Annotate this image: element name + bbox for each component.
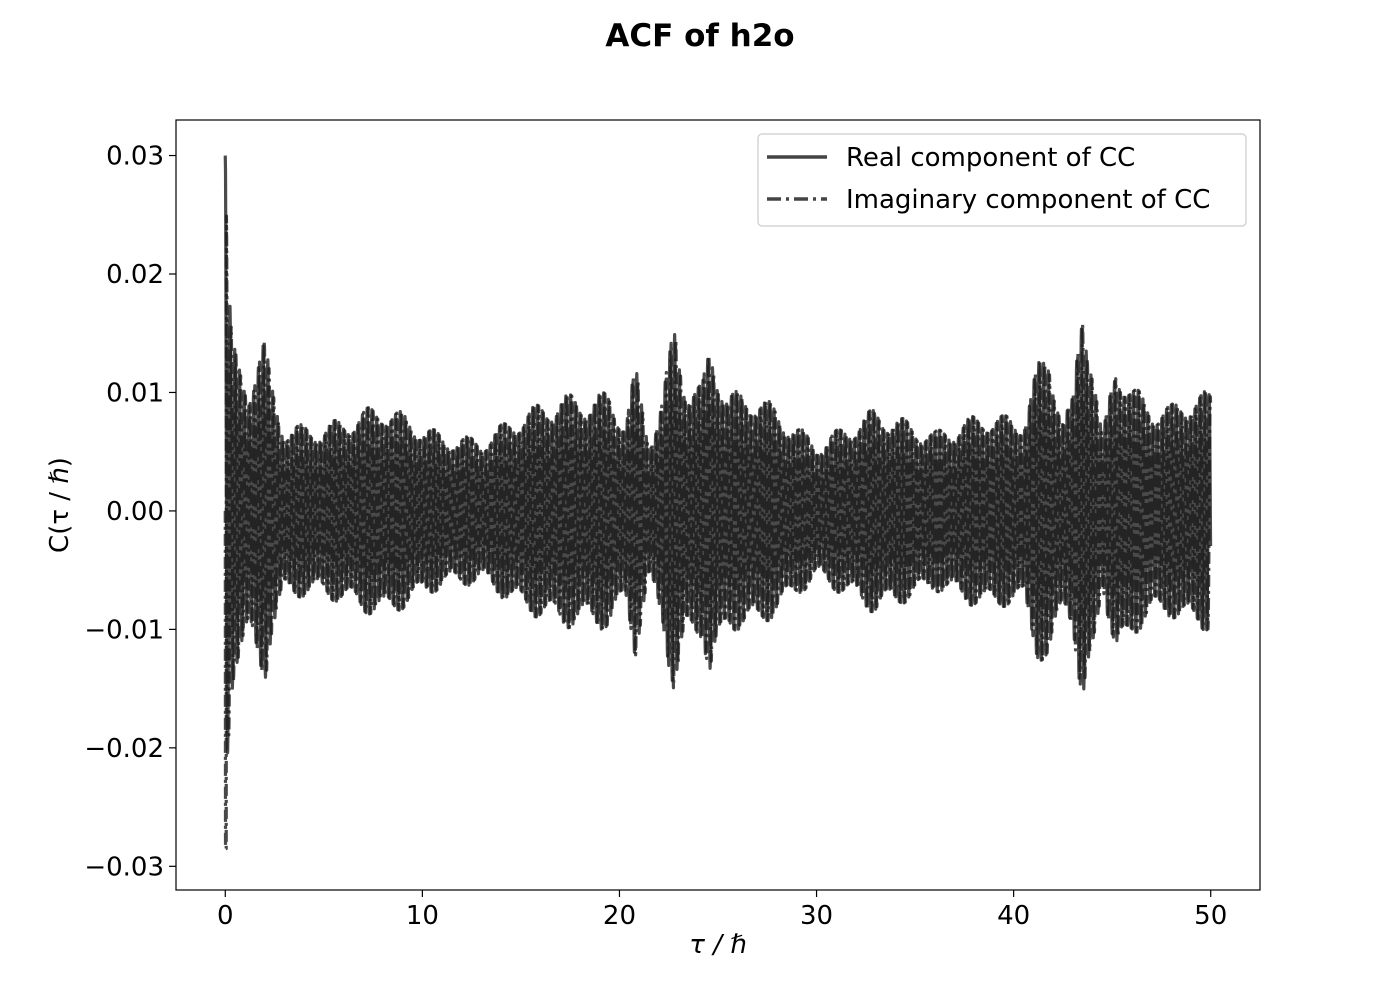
y-tick-label: 0.00 (106, 497, 164, 527)
y-tick-label: 0.01 (106, 378, 164, 408)
series-layer (223, 155, 1213, 851)
y-axis-label: C(τ / ℏ) (45, 457, 75, 553)
x-tick-label: 10 (406, 901, 439, 931)
x-axis-label: τ / ℏ (689, 930, 746, 960)
y-axis: 0.03 0.02 0.01 0.00 −0.01 −0.02 −0.03 (84, 142, 176, 882)
x-tick-label: 0 (217, 901, 234, 931)
series-imaginary-line (223, 214, 1213, 851)
legend-box (757, 133, 1247, 227)
x-tick-label: 50 (1194, 901, 1227, 931)
legend: Real component of CC Imaginary component… (757, 133, 1247, 227)
y-tick-label: −0.02 (84, 734, 164, 764)
y-tick-label: 0.02 (106, 260, 164, 290)
legend-label-real: Real component of CC (846, 143, 1135, 173)
y-tick-label: −0.01 (84, 615, 164, 645)
x-axis: 0 10 20 30 40 50 (217, 890, 1227, 931)
plot-frame (175, 119, 1261, 891)
x-tick-label: 40 (997, 901, 1030, 931)
x-tick-label: 30 (800, 901, 833, 931)
chart-title: ACF of h2o (605, 18, 794, 54)
y-tick-label: 0.03 (106, 142, 164, 172)
legend-label-imaginary: Imaginary component of CC (846, 185, 1210, 215)
x-tick-label: 20 (603, 901, 636, 931)
y-tick-label: −0.03 (84, 852, 164, 882)
